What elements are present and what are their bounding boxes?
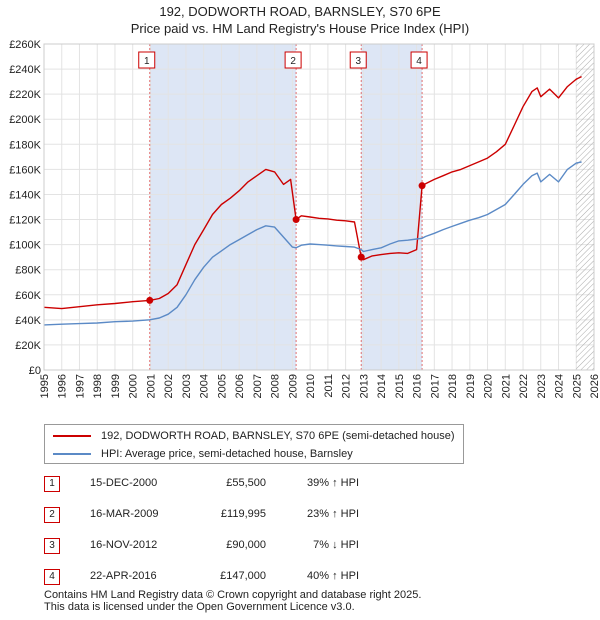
y-tick-label: £40K (15, 315, 41, 327)
sale-row: 1 15-DEC-2000 £55,500 39% ↑ HPI (44, 474, 464, 505)
x-tick-label: 2019 (465, 374, 477, 398)
y-tick-label: £60K (15, 290, 41, 302)
sale-marker-label: 2 (290, 56, 296, 67)
chart-title: 192, DODWORTH ROAD, BARNSLEY, S70 6PE (159, 4, 441, 19)
hpi-line (43, 161, 582, 326)
sale-number-badge: 4 (44, 569, 60, 585)
x-tick-label: 2001 (145, 374, 157, 398)
x-tick-label: 2017 (429, 374, 441, 398)
x-tick-label: 2023 (536, 374, 548, 398)
y-tick-label: £180K (9, 139, 41, 151)
y-tick-label: £160K (9, 164, 41, 176)
x-tick-label: 2014 (376, 374, 388, 398)
sale-number-badge: 2 (44, 507, 60, 523)
x-tick-label: 2022 (518, 374, 530, 398)
sale-row: 3 16-NOV-2012 £90,000 7% ↓ HPI (44, 536, 464, 567)
legend-label-property: 192, DODWORTH ROAD, BARNSLEY, S70 6PE (s… (101, 430, 455, 442)
x-tick-label: 2005 (216, 374, 228, 398)
legend: 192, DODWORTH ROAD, BARNSLEY, S70 6PE (s… (44, 424, 464, 464)
x-tick-label: 2000 (128, 374, 140, 398)
x-tick-label: 2018 (447, 374, 459, 398)
x-tick-label: 2012 (341, 374, 353, 398)
legend-label-hpi: HPI: Average price, semi-detached house,… (101, 448, 353, 460)
sale-marker-box (138, 51, 156, 69)
price-chart: 192, DODWORTH ROAD, BARNSLEY, S70 6PE Pr… (9, 4, 600, 398)
y-tick-label: £80K (15, 265, 41, 277)
x-tick-label: 2015 (394, 374, 406, 398)
legend-swatch-hpi (53, 453, 91, 455)
x-tick-label: 2009 (287, 374, 299, 398)
sale-point (357, 253, 365, 261)
sale-price: £147,000 (220, 570, 266, 582)
y-tick-label: £0 (29, 365, 41, 377)
sale-marker-box (284, 51, 302, 69)
sale-hpi-change: 23% ↑ HPI (307, 508, 359, 520)
forecast-hatch-region (576, 44, 594, 370)
legend-swatch-property (53, 435, 91, 437)
sale-hpi-change: 39% ↑ HPI (307, 477, 359, 489)
x-tick-label: 2016 (412, 374, 424, 398)
y-tick-label: £220K (9, 89, 41, 101)
x-tick-label: 1996 (57, 374, 69, 398)
sale-marker-box (349, 51, 367, 69)
sale-marker-box (410, 51, 428, 69)
x-tick-label: 2007 (252, 374, 264, 398)
x-tick-label: 1999 (110, 374, 122, 398)
sale-point (146, 296, 154, 304)
y-tick-label: £100K (9, 240, 41, 252)
x-tick-label: 2013 (358, 374, 370, 398)
footer: Contains HM Land Registry data © Crown c… (44, 589, 421, 613)
legend-item-property: 192, DODWORTH ROAD, BARNSLEY, S70 6PE (s… (53, 428, 455, 444)
legend-item-hpi: HPI: Average price, semi-detached house,… (53, 446, 353, 462)
x-tick-label: 2008 (270, 374, 282, 398)
sale-price: £55,500 (226, 477, 266, 489)
x-tick-label: 2021 (500, 374, 512, 398)
sale-point (292, 216, 300, 224)
shaded-span (361, 44, 423, 370)
property-price-line (43, 75, 582, 310)
sale-marker-label: 1 (144, 56, 150, 67)
sale-row: 4 22-APR-2016 £147,000 40% ↑ HPI (44, 567, 464, 598)
chart-subtitle: Price paid vs. HM Land Registry's House … (131, 21, 469, 36)
x-tick-label: 2010 (305, 374, 317, 398)
x-tick-label: 2020 (483, 374, 495, 398)
y-tick-label: £20K (15, 340, 41, 352)
y-tick-label: £240K (9, 64, 41, 76)
sale-marker-label: 3 (355, 56, 361, 67)
x-tick-label: 2003 (181, 374, 193, 398)
x-tick-label: 2004 (199, 374, 211, 398)
sale-number-badge: 1 (44, 476, 60, 492)
sale-date: 22-APR-2016 (90, 570, 157, 582)
plot-frame (43, 43, 595, 371)
sale-marker-label: 4 (416, 56, 422, 67)
sale-date: 16-MAR-2009 (90, 508, 159, 520)
sale-price: £90,000 (226, 539, 266, 551)
y-tick-label: £140K (9, 189, 41, 201)
x-tick-label: 1997 (74, 374, 86, 398)
sale-date: 16-NOV-2012 (90, 539, 158, 551)
x-tick-label: 1995 (39, 374, 51, 398)
sale-hpi-change: 40% ↑ HPI (307, 570, 359, 582)
x-tick-label: 2026 (589, 374, 600, 398)
x-tick-label: 2006 (234, 374, 246, 398)
sale-date: 15-DEC-2000 (90, 477, 158, 489)
y-tick-label: £120K (9, 215, 41, 227)
sale-number-badge: 3 (44, 538, 60, 554)
shaded-span (149, 44, 297, 370)
sale-hpi-change: 7% ↓ HPI (313, 539, 359, 551)
y-tick-label: £200K (9, 114, 41, 126)
x-tick-label: 2025 (571, 374, 583, 398)
x-tick-label: 2011 (323, 374, 335, 398)
y-tick-label: £260K (9, 39, 41, 51)
x-tick-label: 1998 (92, 374, 104, 398)
sales-table: 1 15-DEC-2000 £55,500 39% ↑ HPI 2 16-MAR… (44, 474, 464, 598)
footer-licence: This data is licensed under the Open Gov… (44, 601, 355, 613)
x-tick-label: 2024 (554, 374, 566, 398)
x-tick-label: 2002 (163, 374, 175, 398)
sale-price: £119,995 (220, 508, 266, 520)
sale-row: 2 16-MAR-2009 £119,995 23% ↑ HPI (44, 505, 464, 536)
sale-point (418, 182, 426, 190)
footer-copyright: Contains HM Land Registry data © Crown c… (44, 589, 422, 601)
